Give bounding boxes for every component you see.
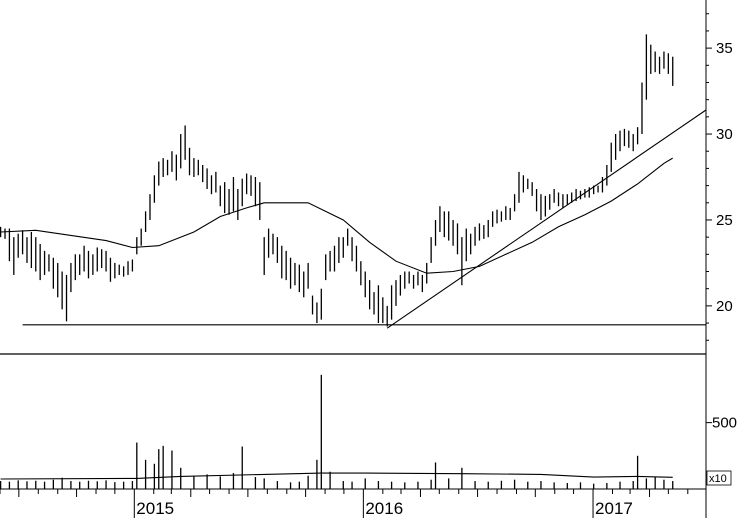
price-trendline <box>386 109 707 329</box>
price-tick-label: 25 <box>716 212 733 229</box>
volume-tick-label: 500 <box>712 415 737 432</box>
price-tick-label: 20 <box>716 298 733 315</box>
volume-average-line <box>0 472 673 480</box>
price-bars <box>0 34 674 327</box>
volume-multiplier-box <box>706 470 732 486</box>
volume-panel: 500 x10 <box>0 374 737 489</box>
volume-bars <box>0 374 674 489</box>
date-axis: 2015 2016 2017 <box>0 489 689 518</box>
price-panel: 20 25 30 35 <box>0 13 733 341</box>
price-moving-average <box>0 157 673 274</box>
volume-multiplier-label: x10 <box>709 473 727 485</box>
moving-average-line <box>0 157 673 274</box>
volume-y-axis: 500 x10 <box>706 415 737 486</box>
price-tick-label: 35 <box>716 40 733 57</box>
volume-average <box>0 472 673 480</box>
price-tick-label: 30 <box>716 126 733 143</box>
year-tick-label: 2015 <box>136 499 174 518</box>
year-tick-label: 2016 <box>365 499 403 518</box>
price-y-axis: 20 25 30 35 <box>706 13 733 341</box>
year-tick-label: 2017 <box>595 499 633 518</box>
trendline <box>386 109 707 329</box>
